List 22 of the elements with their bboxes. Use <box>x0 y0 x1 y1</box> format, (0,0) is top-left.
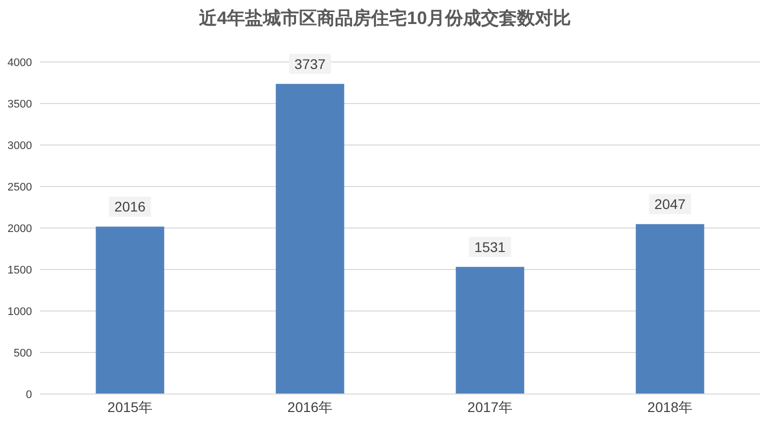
y-tick-label: 2000 <box>8 222 32 235</box>
x-tick-label: 2018年 <box>647 398 693 415</box>
y-tick-label: 0 <box>26 388 32 401</box>
y-tick-label: 1500 <box>8 264 32 276</box>
x-tick-label: 2017年 <box>467 398 513 415</box>
bar <box>456 266 524 394</box>
y-tick-label: 1000 <box>8 306 32 318</box>
y-tick-label: 3500 <box>8 98 32 110</box>
x-tick-label: 2016年 <box>287 398 333 415</box>
chart-title: 近4年盐城市区商品房住宅10月份成交套数对比 <box>198 7 572 30</box>
bar <box>96 226 164 394</box>
y-tick-label: 2500 <box>8 181 32 194</box>
data-label: 3737 <box>294 56 326 72</box>
x-tick-label: 2015年 <box>107 398 153 415</box>
y-tick-label: 500 <box>14 347 32 360</box>
data-label: 1531 <box>474 238 506 255</box>
data-label: 2047 <box>654 196 686 212</box>
bar <box>636 224 704 394</box>
y-tick-label: 3000 <box>8 140 32 152</box>
bar <box>276 84 344 394</box>
y-tick-label: 4000 <box>8 56 32 69</box>
data-label: 2016 <box>114 198 146 215</box>
